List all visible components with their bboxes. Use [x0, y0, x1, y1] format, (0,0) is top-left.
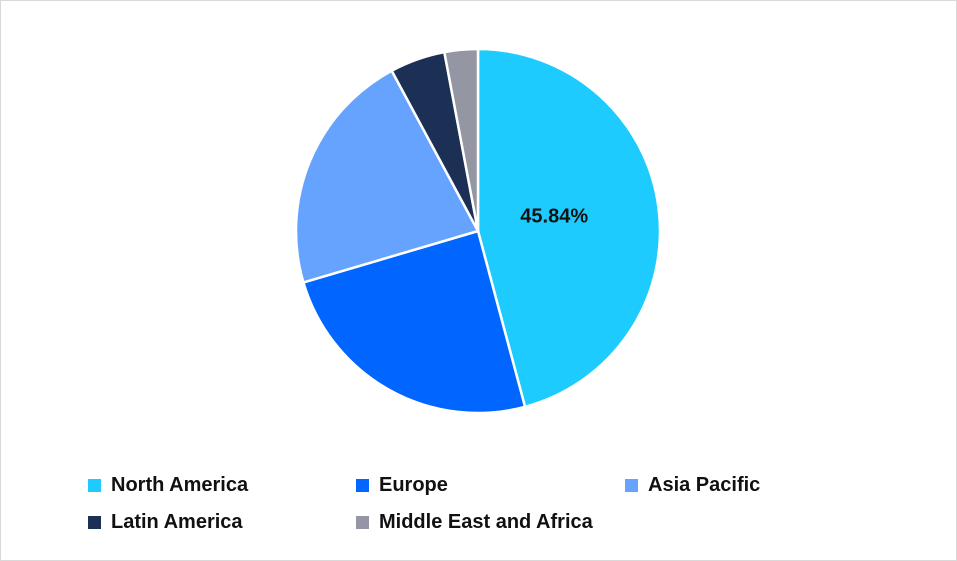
legend-swatch — [625, 479, 638, 492]
legend-swatch — [356, 479, 369, 492]
legend-item-europe[interactable]: Europe — [356, 474, 448, 497]
legend-swatch — [88, 516, 101, 529]
legend-label: Asia Pacific — [648, 474, 761, 496]
legend-label: North America — [111, 474, 249, 496]
legend-item-middle-east-and-africa[interactable]: Middle East and Africa — [356, 511, 593, 534]
legend-label: Europe — [379, 474, 448, 496]
legend-item-north-america[interactable]: North America — [88, 474, 248, 497]
pie-slice-middle-east-and-africa — [442, 47, 480, 232]
data-label: 45.84% — [520, 205, 588, 227]
pie-slice-asia-pacific — [294, 69, 480, 284]
pie-slice-europe — [301, 229, 527, 415]
pie-slice-north-america — [476, 47, 662, 409]
legend-label: Middle East and Africa — [379, 511, 593, 533]
legend-item-latin-america[interactable]: Latin America — [88, 511, 243, 534]
legend-label: Latin America — [111, 511, 243, 533]
legend-swatch — [356, 516, 369, 529]
legend-swatch — [88, 479, 101, 492]
legend-item-asia-pacific[interactable]: Asia Pacific — [625, 474, 760, 497]
